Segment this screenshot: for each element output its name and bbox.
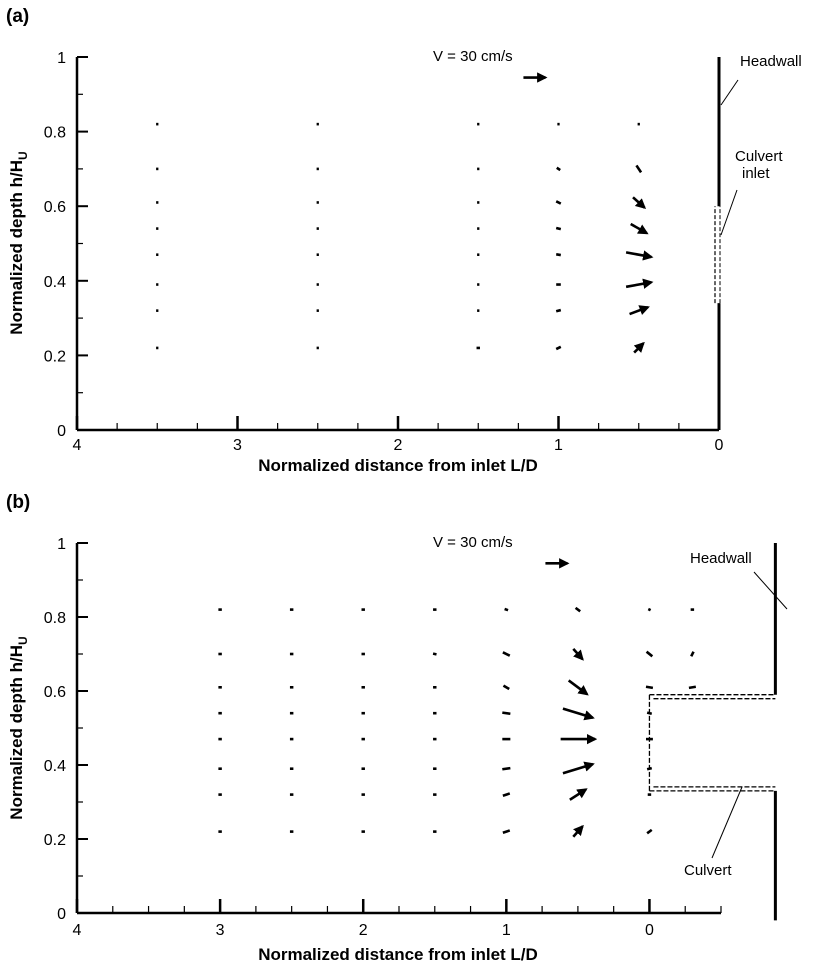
velocity-vector	[646, 828, 653, 835]
culvert-label: Culvert	[684, 862, 732, 879]
x-tick-label: 3	[216, 922, 225, 939]
y-tick-label: 1	[57, 536, 66, 553]
y-tick-label: 0.8	[44, 610, 66, 627]
panel-label: (b)	[6, 492, 30, 513]
velocity-vector	[562, 707, 595, 721]
velocity-vector	[555, 345, 562, 351]
y-tick-label: 0.6	[44, 199, 66, 216]
velocity-vector	[562, 761, 595, 775]
y-tick-label: 0.6	[44, 684, 66, 701]
y-tick-label: 0.2	[44, 348, 66, 365]
velocity-vector	[632, 196, 647, 210]
velocity-vector	[569, 788, 588, 801]
x-tick-label: 1	[554, 437, 563, 454]
velocity-vector	[432, 652, 437, 656]
velocity-vector	[502, 792, 511, 797]
velocity-vector	[502, 829, 511, 834]
velocity-vector	[645, 650, 654, 658]
y-tick-label: 1	[57, 50, 66, 67]
x-tick-label: 1	[502, 922, 511, 939]
x-tick-label: 3	[233, 437, 242, 454]
headwall-leader	[720, 79, 739, 106]
x-tick-label: 0	[645, 922, 654, 939]
velocity-vector	[572, 824, 584, 838]
y-tick-label: 0	[57, 906, 66, 923]
y-tick-label: 0.8	[44, 125, 66, 142]
axes-group: 0 0.2 0.4 0.6 0.8 1 4 3 2 1 0	[44, 50, 724, 454]
velocity-vector	[688, 685, 697, 690]
velocity-vector	[556, 253, 561, 257]
culvert-leader	[711, 786, 743, 859]
y-axis-title: Normalized depth h/HU	[7, 636, 30, 819]
velocity-vector	[630, 222, 649, 235]
headwall-label: Headwall	[740, 53, 802, 70]
velocity-vector	[629, 305, 650, 316]
axes-group: 0 0.2 0.4 0.6 0.8 1 4 3 2 1 0	[44, 536, 722, 939]
velocity-vector	[647, 607, 652, 612]
x-tick-label: 2	[359, 922, 368, 939]
y-tick-label: 0.4	[44, 274, 66, 291]
vector-field	[156, 72, 654, 354]
velocity-vector	[690, 651, 695, 657]
culvert-inlet-leader	[720, 189, 738, 236]
velocity-vector	[645, 685, 654, 690]
x-axis-title: Normalized distance from inlet L/D	[258, 945, 538, 964]
headwall-label: Headwall	[690, 550, 752, 567]
velocity-vector	[502, 651, 511, 657]
x-tick-label: 0	[715, 437, 724, 454]
reference-vector-label: V = 30 cm/s	[433, 48, 513, 65]
headwall-leader	[753, 571, 788, 610]
velocity-vector	[633, 341, 645, 354]
x-tick-label: 2	[394, 437, 403, 454]
velocity-vector	[625, 250, 654, 261]
y-tick-label: 0	[57, 423, 66, 440]
panel-b: (b) 0 0.2 0.4 0.6 0.8 1 4 3 2 1 0 V = 30 cm/s Head…	[6, 492, 788, 964]
velocity-vector	[504, 607, 509, 612]
velocity-vector	[572, 647, 584, 661]
velocity-vector	[555, 308, 562, 313]
culvert-inlet-label: Culvert inlet	[735, 148, 787, 182]
velocity-vector	[555, 226, 562, 231]
velocity-vector	[635, 164, 643, 174]
velocity-vector	[502, 766, 511, 771]
velocity-vector	[567, 679, 589, 696]
reference-vector-label: V = 30 cm/s	[433, 534, 513, 551]
x-tick-label: 4	[73, 922, 82, 939]
structure-group	[648, 543, 788, 921]
panel-a: (a) 0 0.2 0.4 0.6 0.8 1 4 3 2 1 0 V = 30 cm/s Head…	[6, 6, 802, 475]
panel-label: (a)	[6, 6, 29, 27]
velocity-vector	[625, 278, 654, 289]
velocity-vector	[555, 200, 562, 205]
y-tick-label: 0.4	[44, 758, 66, 775]
velocity-vector	[556, 166, 561, 172]
structure-group	[714, 57, 739, 430]
velocity-vector	[502, 711, 511, 716]
vector-field	[218, 558, 697, 838]
velocity-vector	[502, 684, 510, 691]
x-tick-label: 4	[73, 437, 82, 454]
y-axis-title: Normalized depth h/HU	[7, 151, 30, 334]
x-axis-title: Normalized distance from inlet L/D	[258, 456, 538, 475]
velocity-vector	[574, 606, 581, 613]
y-tick-label: 0.2	[44, 832, 66, 849]
